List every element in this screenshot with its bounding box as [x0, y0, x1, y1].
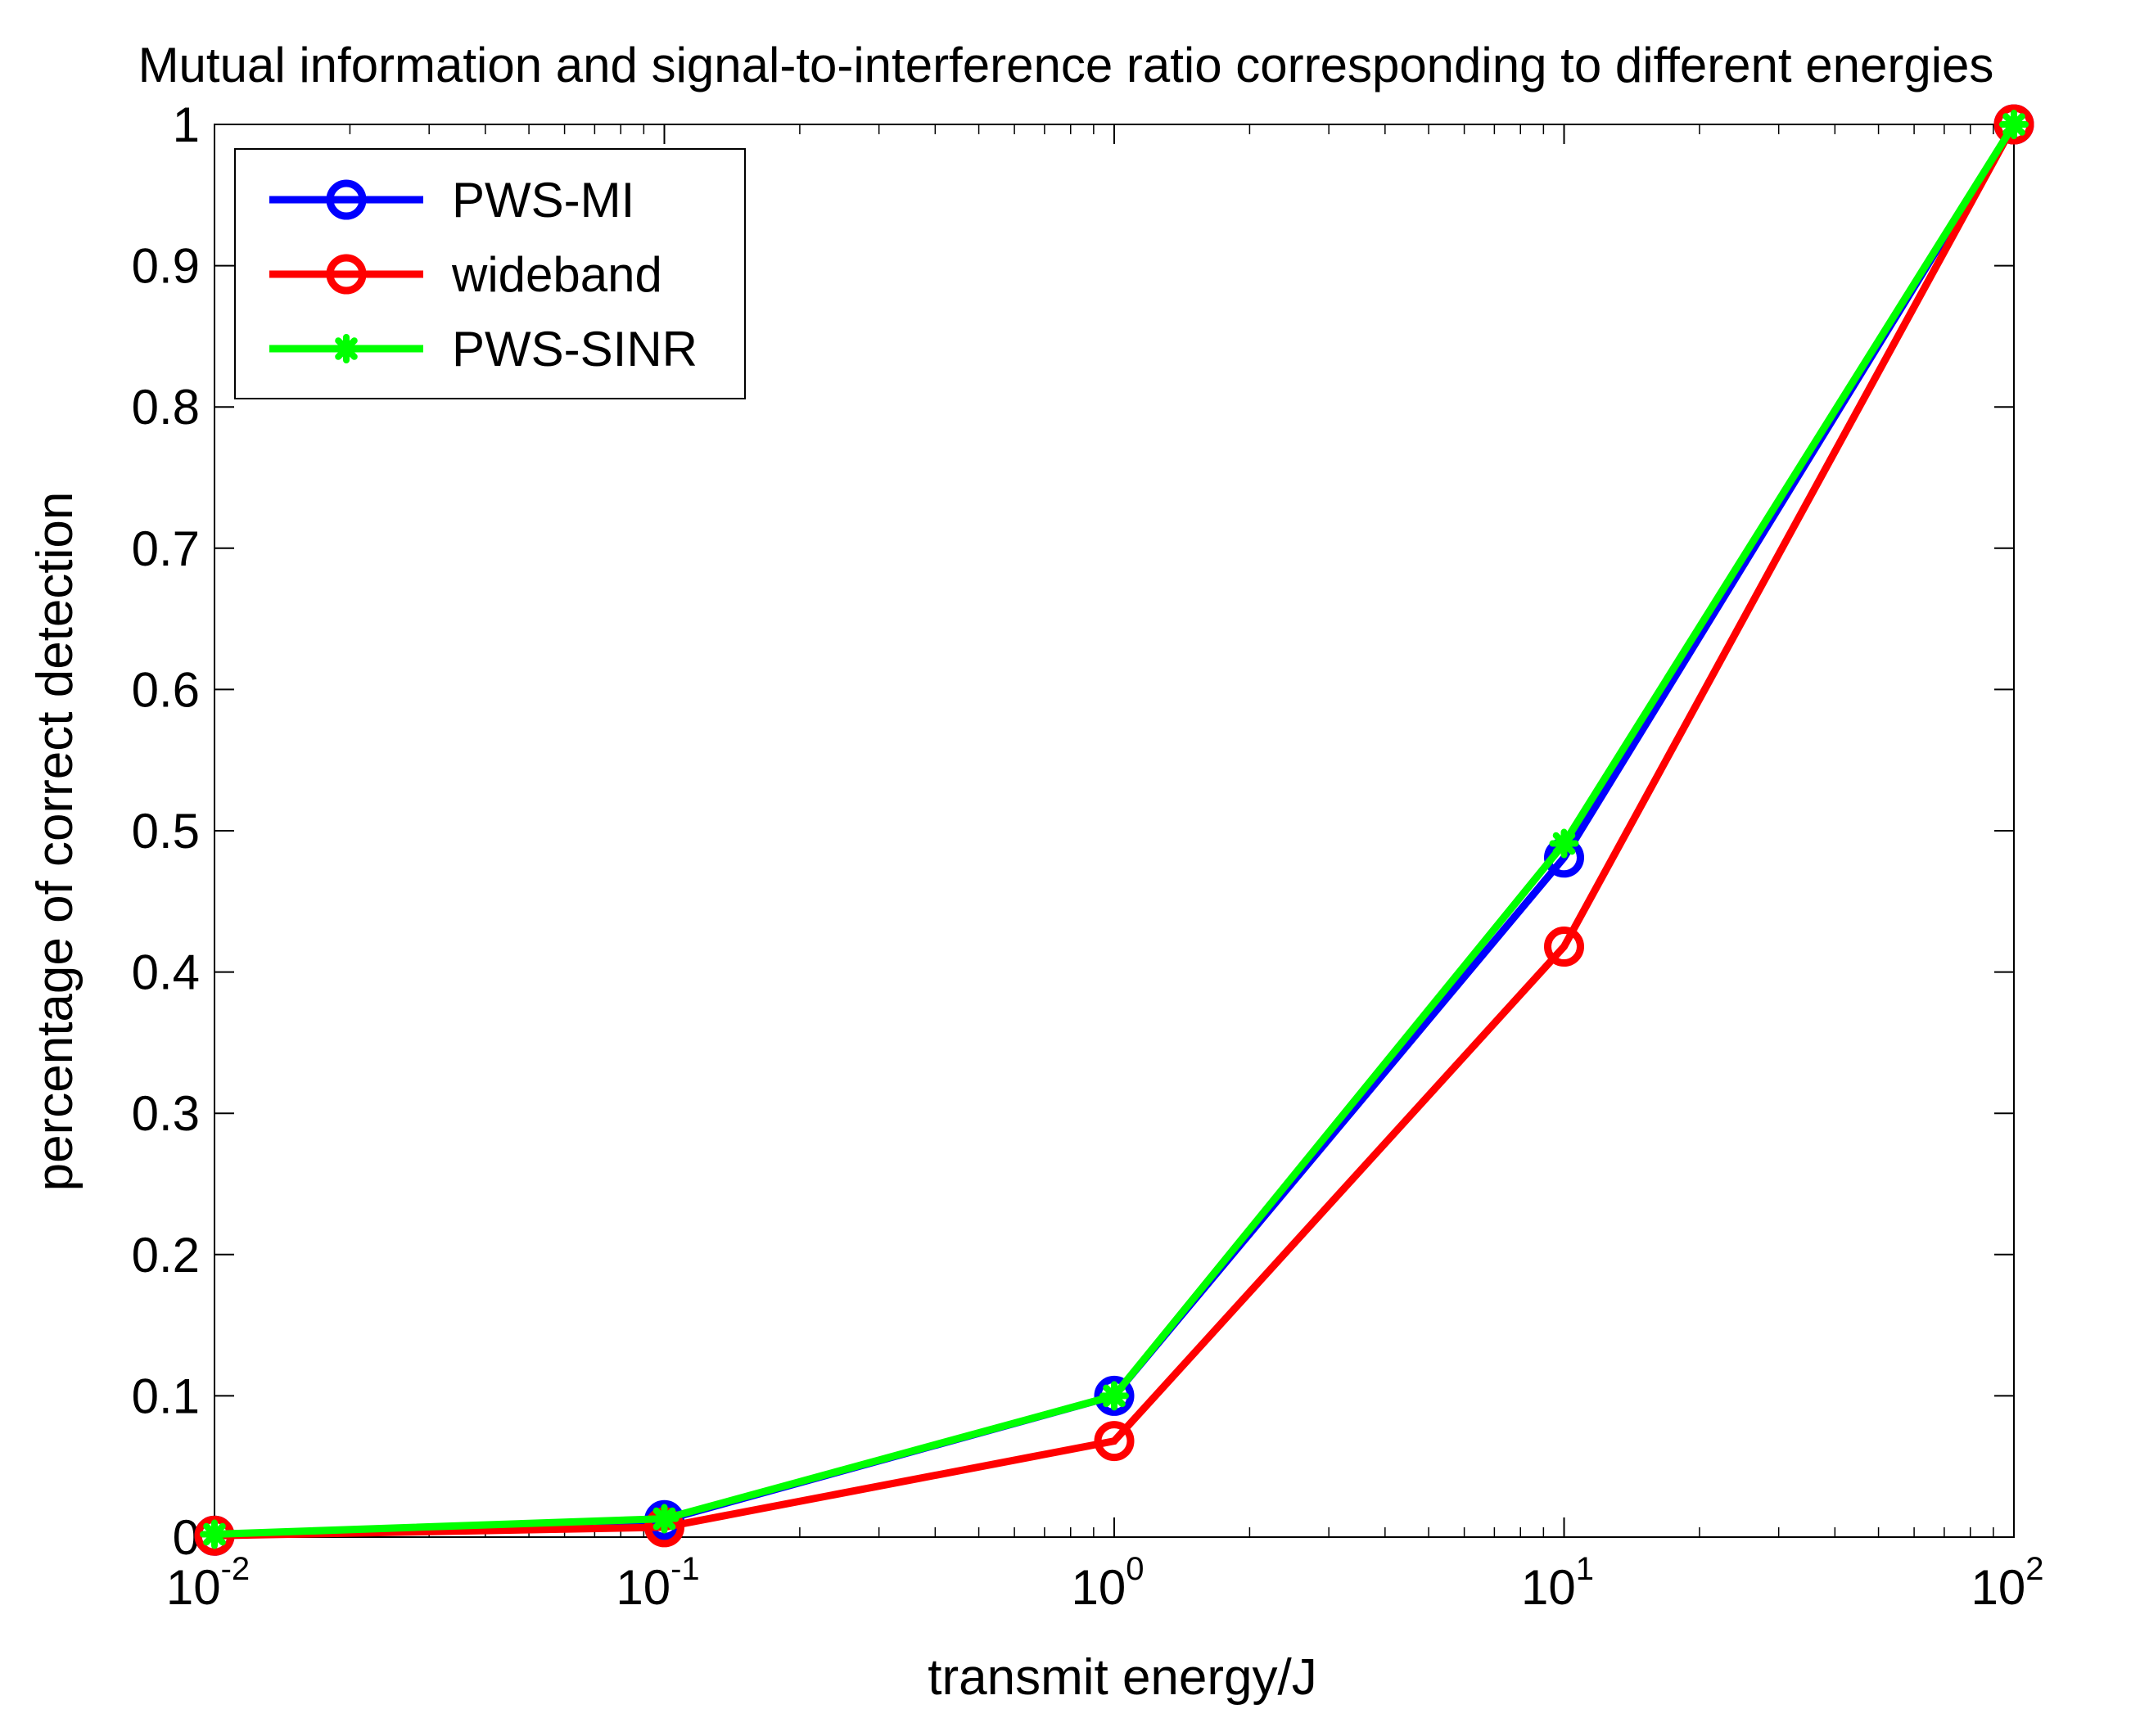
axes-box — [214, 124, 2015, 1538]
y-tick-label: 0.2 — [132, 1228, 200, 1283]
legend-swatch-marker — [326, 179, 367, 220]
legend-label: PWS-SINR — [452, 322, 698, 377]
x-tick-label: 100 — [1072, 1551, 1144, 1615]
series-line — [214, 122, 2017, 1540]
y-tick-label: 1 — [173, 97, 200, 152]
data-point — [1999, 110, 2029, 139]
data-point — [200, 1519, 229, 1549]
chart-title: Mutual information and signal-to-interfe… — [138, 38, 1994, 92]
legend-label: wideband — [451, 247, 662, 302]
data-point — [1094, 1421, 1135, 1462]
series-group — [194, 104, 2034, 1556]
data-point — [1549, 828, 1579, 859]
y-tick-label: 0.6 — [132, 662, 200, 717]
y-tick-label: 0.7 — [132, 521, 200, 576]
y-tick-label: 0.8 — [132, 380, 200, 435]
legend: PWS-MI wideband PWS-SINR — [234, 148, 746, 399]
data-point — [1544, 927, 1584, 967]
y-axis-label: percentage of correct detection — [27, 492, 84, 1192]
x-tick-label: 10-1 — [616, 1551, 699, 1615]
x-axis-label: transmit energy/J — [928, 1649, 1317, 1706]
legend-label: PWS-MI — [452, 173, 634, 228]
data-point — [1099, 1381, 1129, 1411]
y-tick-label: 0.9 — [132, 239, 200, 294]
x-tick-label: 101 — [1521, 1551, 1594, 1615]
data-point — [649, 1504, 679, 1534]
y-tick-label: 0.5 — [132, 804, 200, 859]
data-point — [1094, 1375, 1135, 1416]
legend-swatch-marker — [326, 254, 367, 295]
data-point — [1993, 104, 2034, 145]
y-tick-label: 0.4 — [132, 945, 200, 1000]
legend-swatch-marker — [332, 334, 361, 363]
y-tick-label: 0.3 — [132, 1086, 200, 1141]
x-tick-label: 10-2 — [166, 1551, 250, 1615]
series-pws-sinr — [200, 110, 2029, 1549]
y-tick-label: 0.1 — [132, 1369, 200, 1423]
x-tick-label: 102 — [1971, 1551, 2044, 1615]
